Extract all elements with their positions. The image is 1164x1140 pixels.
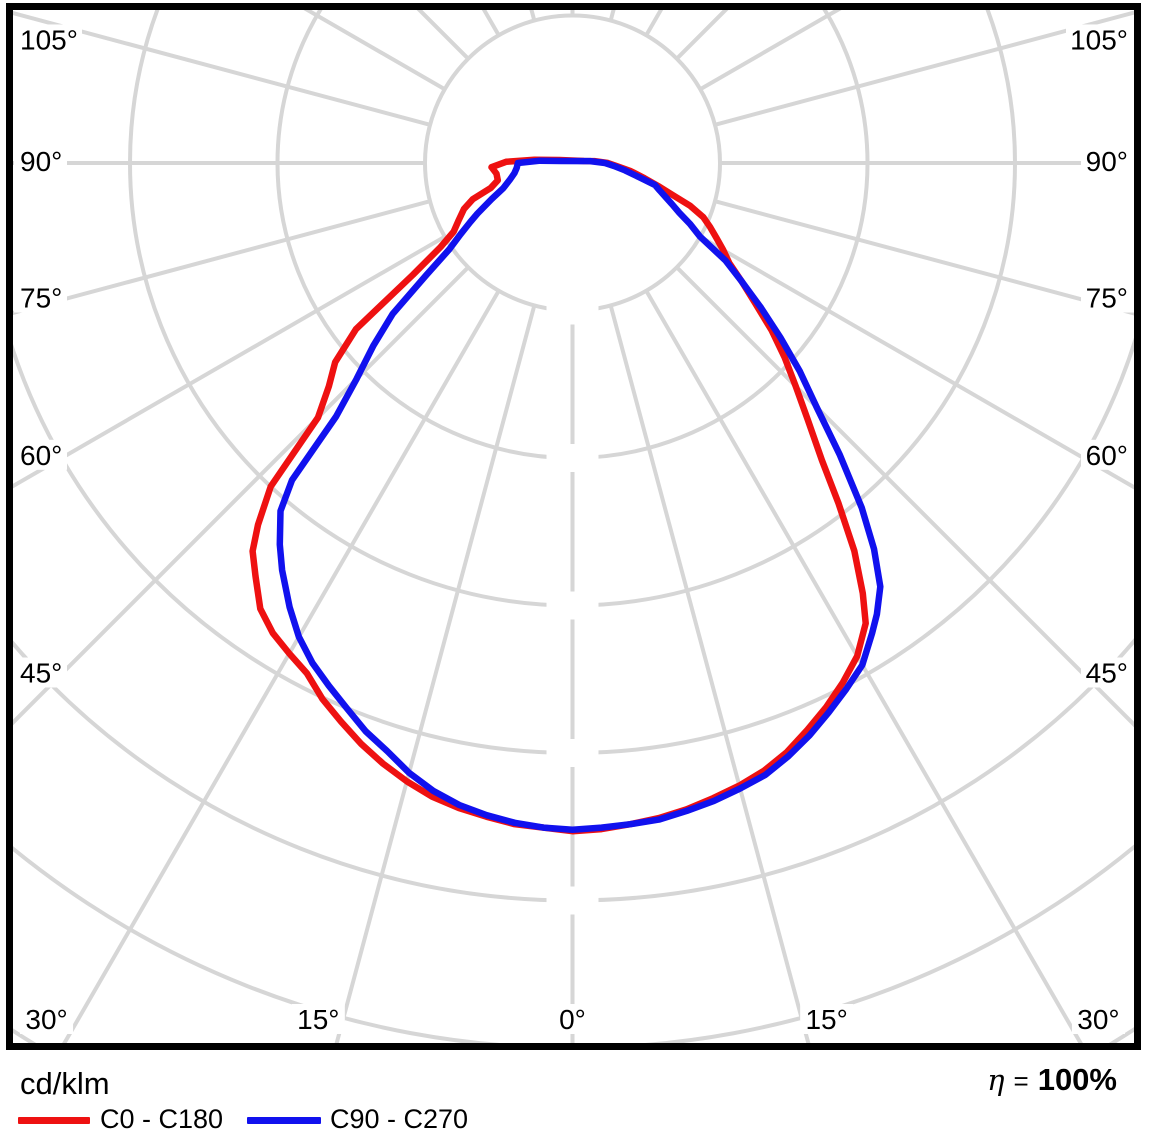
angle-label-bottom-30-bg xyxy=(1071,1004,1125,1034)
spoke-gridline-60deg xyxy=(699,235,1134,490)
angle-label-right-45: 45° xyxy=(1086,658,1128,689)
angle-label-bottom-30: 30° xyxy=(1077,1004,1119,1035)
ring-label-gap-4 xyxy=(546,739,599,767)
angle-label-bottom-0: 0° xyxy=(559,1004,586,1035)
angle-label-right-45-bg xyxy=(1081,657,1134,688)
angle-label-bottom--30: 30° xyxy=(25,1004,67,1035)
angle-label-bottom-15: 15° xyxy=(805,1004,847,1035)
angle-label-left-105: 105° xyxy=(20,24,78,55)
legend-label-c0-c180: C0 - C180 xyxy=(100,1104,224,1134)
ring-label-gap-5 xyxy=(546,886,599,915)
angle-label-left-60-bg xyxy=(14,439,67,470)
ring-label-gap-3 xyxy=(546,591,599,620)
eta-symbol: η xyxy=(987,1063,1005,1097)
legend-swatch-c90-c270 xyxy=(247,1117,321,1124)
ring-gridline-4 xyxy=(13,336,1134,755)
spoke-gridline-105deg xyxy=(714,10,1134,127)
polar-diagram: 105° 90° 75° 60° 45° 105° 90° 75° 60° 45° 30° 15° 0°… xyxy=(6,3,1141,1050)
angle-label-right-90-bg xyxy=(1081,146,1134,176)
angle-label-right-105-bg xyxy=(1066,24,1134,55)
spoke-gridline--105deg xyxy=(13,11,431,127)
legend-swatch-c0-c180 xyxy=(18,1117,90,1124)
efficiency-label: η = 100% xyxy=(987,1062,1117,1098)
angle-label-left-75-bg xyxy=(14,282,67,313)
angle-label-bottom--15: 15° xyxy=(297,1004,339,1035)
legend-label-c90-c270: C90 - C270 xyxy=(330,1104,469,1134)
angle-label-right-60-bg xyxy=(1081,439,1134,470)
spoke-gridline--15deg xyxy=(334,304,537,1043)
angle-label-right-75: 75° xyxy=(1086,283,1128,314)
angle-label-left-45: 45° xyxy=(20,658,62,689)
angle-label-right-90: 90° xyxy=(1086,146,1128,177)
angle-label-left-105-bg xyxy=(14,24,82,55)
curve-c0-c180 xyxy=(249,156,869,835)
angle-label-bottom--30-bg xyxy=(20,1004,74,1034)
angle-label-right-105: 105° xyxy=(1070,24,1128,55)
spoke-gridline-30deg xyxy=(644,289,1083,1043)
angle-label-left-45-bg xyxy=(14,657,67,688)
spoke-gridline--30deg xyxy=(62,289,501,1043)
spoke-gridline--45deg xyxy=(13,265,470,726)
ring-label-gap-2 xyxy=(546,444,599,472)
ring-label-gap-1 xyxy=(546,296,599,325)
spoke-gridline-75deg xyxy=(714,199,1134,316)
eta-equals: = xyxy=(1013,1066,1029,1096)
eta-value: 100% xyxy=(1037,1062,1117,1097)
angle-label-bottom--15-bg xyxy=(291,1004,345,1034)
angle-label-right-60: 60° xyxy=(1086,440,1128,471)
angle-label-left-60: 60° xyxy=(20,440,62,471)
spoke-gridline--75deg xyxy=(13,199,431,315)
legend-units-label: cd/klm xyxy=(20,1066,110,1101)
angle-label-left-75: 75° xyxy=(20,283,62,314)
angle-label-left-90-bg xyxy=(14,146,67,176)
spoke-gridline-15deg xyxy=(608,304,811,1043)
spoke-gridline-45deg xyxy=(675,265,1134,728)
plot-frame xyxy=(6,3,1141,1050)
angle-label-left-90: 90° xyxy=(20,146,62,177)
curve-c90-c270 xyxy=(276,157,884,833)
angle-label-bottom-15-bg xyxy=(800,1004,854,1034)
angle-label-bottom-0-bg xyxy=(553,1004,592,1034)
spoke-gridline--60deg xyxy=(13,235,446,489)
angle-label-right-75-bg xyxy=(1081,282,1134,313)
